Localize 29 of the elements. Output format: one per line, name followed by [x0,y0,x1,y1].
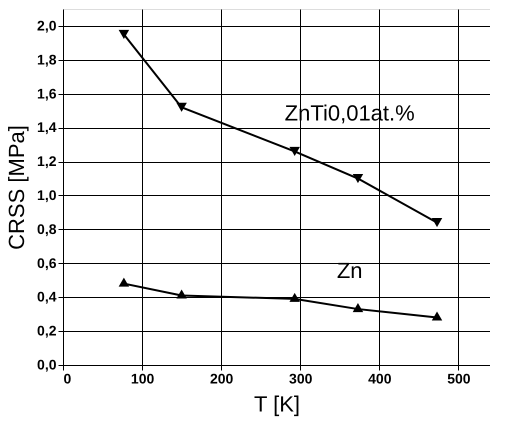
point [289,292,300,302]
y-tick-label: 1,0 [37,186,57,203]
y-tick-label: 0,4 [37,288,57,305]
y-axis-title: CRSS [MPa] [4,125,30,250]
point [118,278,130,287]
y-tick-label: 2,0 [37,17,57,34]
y-tick-label: 1,8 [37,51,57,68]
y-tick-label: 0,8 [37,220,57,237]
point [352,303,364,312]
x-tick-label: 200 [210,370,234,386]
y-tick-label: 0,0 [37,356,57,372]
point [289,146,300,156]
y-tick-label: 1,6 [37,85,57,102]
x-tick-label: 0 [64,370,72,386]
y-tick-label: 1,2 [37,153,57,170]
point [176,102,187,112]
point [432,218,442,228]
x-tick-label: 500 [447,370,471,386]
y-tick-label: 0,2 [37,322,57,339]
y-tick-label: 1,4 [37,119,57,136]
x-axis-title: T [K] [254,392,300,416]
y-tick-label: 0,6 [37,254,57,271]
point [176,289,187,299]
x-tick-label: 100 [130,370,154,386]
point [118,30,130,39]
point [352,174,364,184]
x-tick-label: 300 [289,370,313,386]
point [432,311,442,321]
x-tick-label: 400 [368,370,392,386]
